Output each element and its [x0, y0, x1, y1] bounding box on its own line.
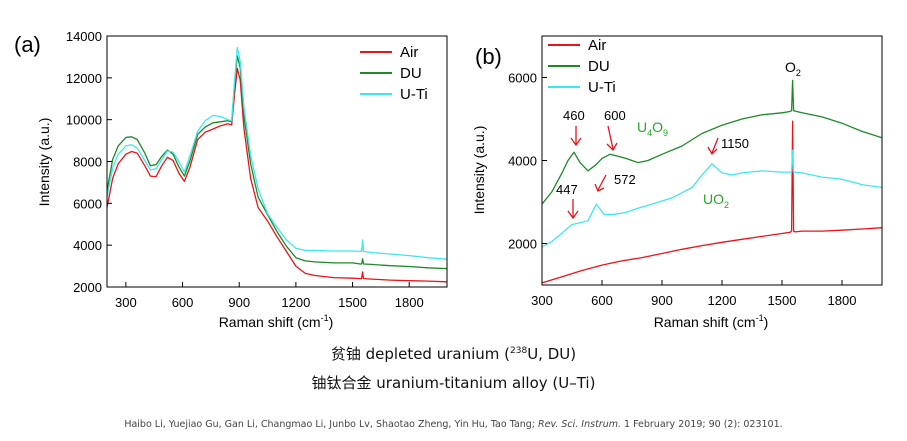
y-tick-label: 6000: [73, 196, 102, 211]
series-line-air: [541, 120, 883, 284]
annotation-o2: O2: [785, 59, 801, 78]
legend-label-du: DU: [400, 65, 422, 82]
x-tick-label: 600: [591, 293, 613, 308]
panel-b-x-ticks: 300 600 900 1200 1500 1800: [531, 280, 856, 308]
x-tick-label: 600: [172, 295, 194, 310]
x-tick-label: 900: [651, 293, 673, 308]
caption-line-1: 贫铀 depleted uranium (238U, DU): [330, 345, 577, 363]
panel-b-x-axis-label: Raman shift (cm-1): [654, 313, 769, 330]
panel-a-chart: (a) 2000 4000 6000 8000 10000 12000 14000 300 6…: [14, 29, 448, 330]
arrow-600-icon: [606, 125, 618, 152]
series-line-u-ti: [541, 149, 883, 248]
panel-b-series-group: [541, 79, 883, 284]
annotation-peak-447: 447: [556, 182, 578, 197]
y-tick-label: 12000: [66, 71, 102, 86]
panel-b-y-ticks: 2000 4000 6000: [508, 71, 547, 252]
citation: Haibo Li, Yuejiao Gu, Gan Li, Changmao L…: [124, 419, 783, 430]
arrow-460-icon: [570, 126, 582, 147]
panel-a-x-axis-label: Raman shift (cm-1): [219, 313, 334, 330]
series-line-u-ti: [106, 46, 448, 260]
y-tick-label: 2000: [73, 280, 102, 295]
arrow-1150-icon: [707, 137, 719, 156]
y-tick-label: 10000: [66, 113, 102, 128]
x-tick-label: 300: [531, 293, 553, 308]
x-tick-label: 1800: [828, 293, 857, 308]
series-line-du: [541, 79, 883, 205]
panel-a-x-ticks: 300 600 900 1200 1500 1800: [115, 282, 424, 310]
legend-label-u-ti: U-Ti: [588, 79, 616, 96]
legend-label-air: Air: [588, 37, 606, 54]
legend-label-air: Air: [400, 44, 418, 61]
panel-a-series-group: [106, 46, 448, 283]
x-tick-label: 300: [115, 295, 137, 310]
legend-label-u-ti: U-Ti: [400, 86, 428, 103]
panel-b-label: (b): [475, 44, 502, 69]
x-tick-label: 1500: [338, 295, 367, 310]
annotation-arrows: [567, 125, 719, 220]
caption-line-2: 铀钛合金 uranium-titanium alloy (U–Ti): [311, 374, 596, 392]
x-tick-label: 900: [228, 295, 250, 310]
x-tick-label: 1800: [395, 295, 424, 310]
y-tick-label: 4000: [508, 154, 537, 169]
y-tick-label: 14000: [66, 29, 102, 44]
annotation-u4o9: U4O9: [637, 119, 668, 138]
annotation-uo2: UO2: [703, 191, 729, 210]
legend-label-du: DU: [588, 58, 610, 75]
x-tick-label: 1500: [768, 293, 797, 308]
y-tick-label: 8000: [73, 155, 102, 170]
series-line-air: [106, 67, 448, 283]
panel-b-legend: Air DU U-Ti: [548, 37, 616, 96]
arrow-447-icon: [567, 199, 579, 220]
annotation-peak-460: 460: [563, 108, 585, 123]
annotation-peak-572: 572: [614, 172, 636, 187]
annotation-peak-600: 600: [604, 108, 626, 123]
panel-a-y-axis-label: Intensity (a.u.): [36, 118, 52, 207]
panel-a-y-ticks: 2000 4000 6000 8000 10000 12000 14000: [66, 29, 112, 295]
panel-b-y-axis-label: Intensity (a.u.): [471, 126, 487, 215]
panel-a-legend: Air DU U-Ti: [360, 44, 428, 103]
panel-a-label: (a): [14, 32, 41, 57]
y-tick-label: 6000: [508, 71, 537, 86]
x-tick-label: 1200: [281, 295, 310, 310]
arrow-572-icon: [594, 174, 607, 192]
y-tick-label: 4000: [73, 238, 102, 253]
x-tick-label: 1200: [708, 293, 737, 308]
panel-b-chart: (b) 2000 4000 6000 300 600 900 1200 1500 1800 I…: [471, 35, 883, 330]
annotation-peak-1150: 1150: [721, 136, 749, 151]
y-tick-label: 2000: [508, 237, 537, 252]
